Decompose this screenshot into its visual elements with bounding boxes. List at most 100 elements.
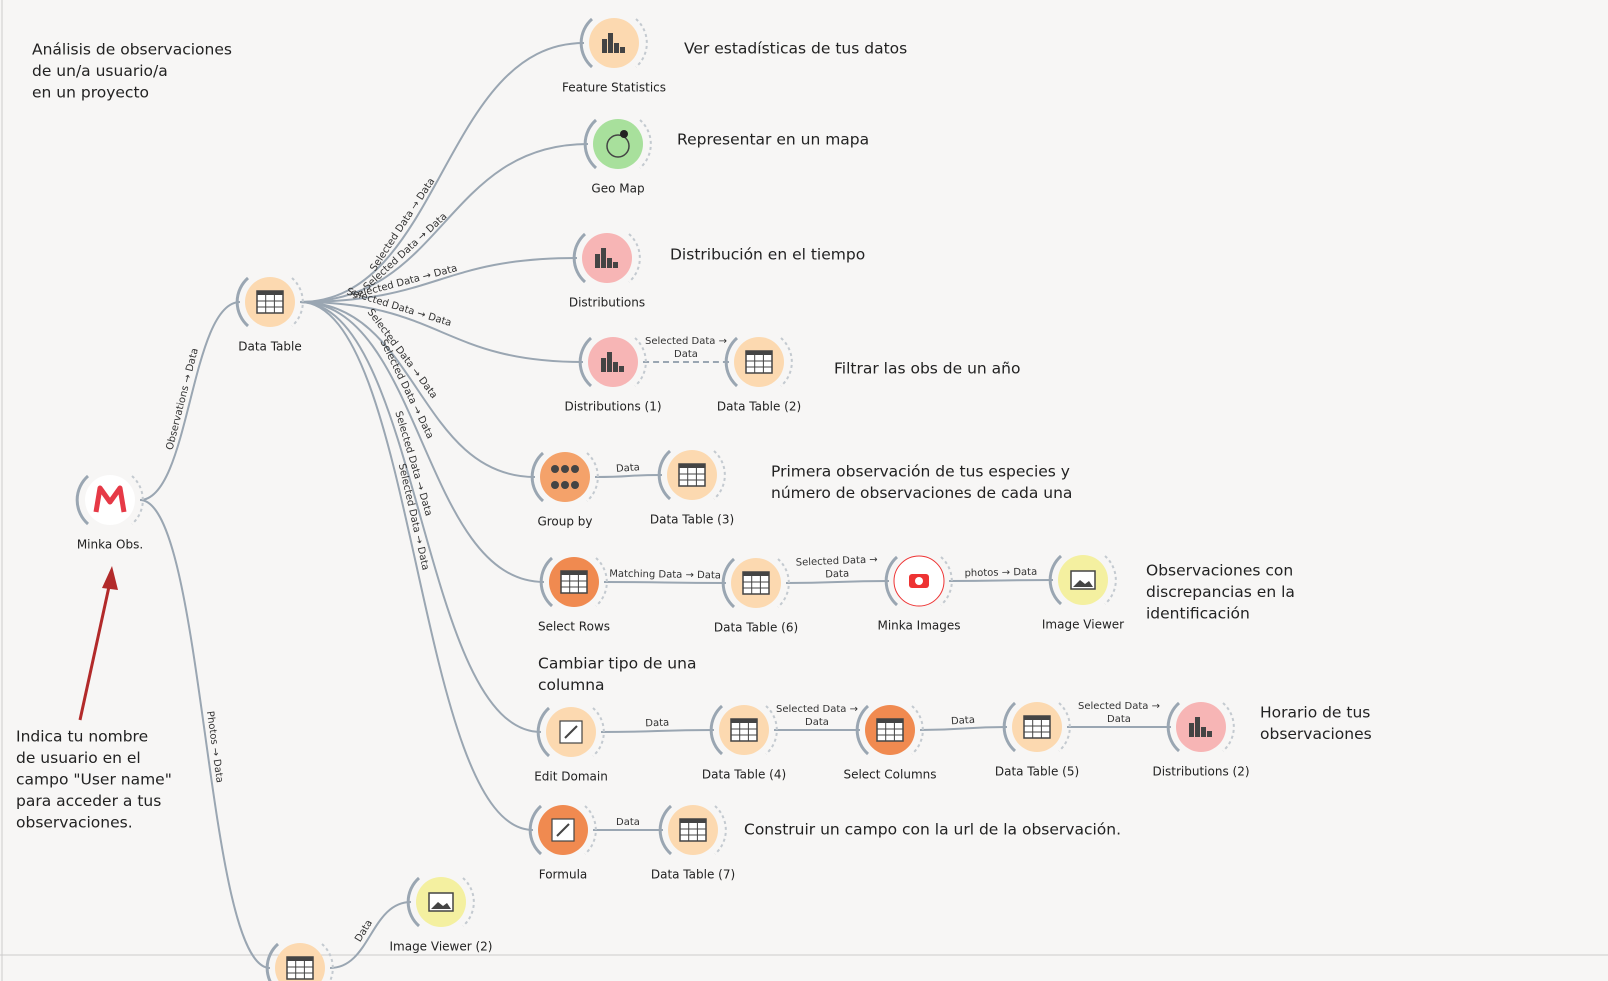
icon (680, 819, 706, 823)
node-bracket (714, 805, 727, 855)
link-label-text: Data (805, 717, 829, 728)
node-label: Distributions (2) (1152, 765, 1249, 779)
annotation-text: observaciones. (16, 814, 133, 832)
node-bracket (721, 557, 736, 609)
node-bracket (131, 475, 144, 525)
link-label-text: Data (616, 817, 640, 828)
node-label: Select Rows (538, 620, 610, 634)
annotation-text: para acceder a tus (16, 792, 161, 810)
icon (1189, 723, 1194, 737)
widget-node: Distributions (1) (564, 336, 662, 414)
icon (1195, 717, 1200, 737)
annotation-text: Filtrar las obs de un año (834, 360, 1020, 378)
icon (743, 572, 769, 576)
icon (614, 43, 619, 53)
icon (601, 358, 606, 372)
node-bracket (530, 451, 545, 503)
widget-node: Data Table (6) (714, 557, 798, 635)
annotations: Análisis de observaciones de un/a usuario… (16, 40, 1372, 839)
link-label: Data (616, 462, 641, 475)
icon (915, 577, 923, 585)
widget-node: Image Viewer (2) (389, 876, 493, 954)
icon (551, 465, 559, 473)
node-bracket (583, 118, 598, 170)
node-bracket (536, 706, 551, 758)
node-bracket (855, 704, 870, 756)
link (785, 580, 890, 584)
annotation-text: Representar en un mapa (677, 131, 869, 149)
link (948, 579, 1054, 582)
icon (551, 481, 559, 489)
link-label: Data (616, 817, 640, 828)
link (299, 301, 584, 363)
icon (606, 134, 630, 158)
link-label-text: Data (645, 718, 669, 730)
node-label: Minka Images (877, 619, 960, 633)
link-label-text: Selected Data → (1078, 701, 1160, 712)
node-bracket (724, 336, 739, 388)
icon (1024, 716, 1050, 720)
annotation-text: Distribución en el tiempo (670, 246, 865, 264)
annotation-text: de un/a usuario/a (32, 62, 168, 80)
node-bracket (1058, 702, 1071, 752)
link-label: Data (951, 715, 976, 728)
icon (620, 130, 628, 138)
annotation-text: Construir un campo con la url de la obse… (744, 821, 1121, 839)
node-bracket (1002, 701, 1017, 753)
link-label-text: Selected Data → (645, 336, 727, 347)
node-bracket (595, 557, 608, 607)
icon (1073, 580, 1093, 587)
link (919, 726, 1008, 731)
icon (93, 485, 127, 513)
icon (571, 465, 579, 473)
node-label: Data Table (6) (714, 621, 798, 635)
link-label-text: Selected Data → (796, 554, 878, 568)
icon (556, 823, 570, 837)
link (139, 301, 241, 501)
link-label-text: Data (1107, 714, 1131, 725)
node-bracket (592, 707, 605, 757)
link-label: Selected Data →Data (796, 554, 878, 580)
link-label: Selected Data → Data (776, 704, 858, 728)
annotation-text: número de observaciones de cada una (771, 484, 1072, 502)
node-bracket (765, 705, 778, 755)
node-bracket (291, 277, 304, 327)
icon (571, 481, 579, 489)
link-label-text: Selected Data → (776, 704, 858, 715)
icon (731, 719, 757, 723)
node-label: Group by (537, 515, 592, 529)
node-label: Data Table (3) (650, 513, 734, 527)
icon (602, 39, 607, 53)
widget-node: Data Table (7) (651, 804, 735, 882)
node-bracket (265, 942, 280, 981)
link (299, 257, 578, 303)
icon (1207, 731, 1212, 737)
widget-node: Group by (530, 451, 599, 529)
node-label: Minka Obs. (77, 538, 143, 552)
node-label: Image Viewer (1042, 618, 1124, 632)
icon (287, 957, 313, 961)
node-bracket (586, 452, 599, 502)
icon (619, 366, 624, 372)
node-bracket (635, 18, 648, 68)
node-bracket (321, 943, 334, 981)
icon (561, 465, 569, 473)
icon (613, 362, 618, 372)
link (139, 499, 271, 969)
widget-node: Distributions (2) (1152, 701, 1250, 779)
link (299, 301, 534, 831)
icon (595, 254, 600, 268)
annotation-text: Observaciones con (1146, 562, 1293, 580)
node-label: Distributions (1) (564, 400, 661, 414)
node-label: Distributions (569, 296, 645, 310)
node-bracket (1048, 554, 1063, 606)
nodes: Minka Obs. Data Table Feature Statistics Ge… (75, 17, 1250, 981)
arrow-head (102, 566, 118, 590)
link-label: Data (645, 718, 669, 730)
widget-node: Data Table (235, 276, 304, 354)
node-label: Edit Domain (534, 770, 608, 784)
link-label-text: Matching Data → Data (609, 569, 721, 582)
icon (431, 902, 451, 909)
